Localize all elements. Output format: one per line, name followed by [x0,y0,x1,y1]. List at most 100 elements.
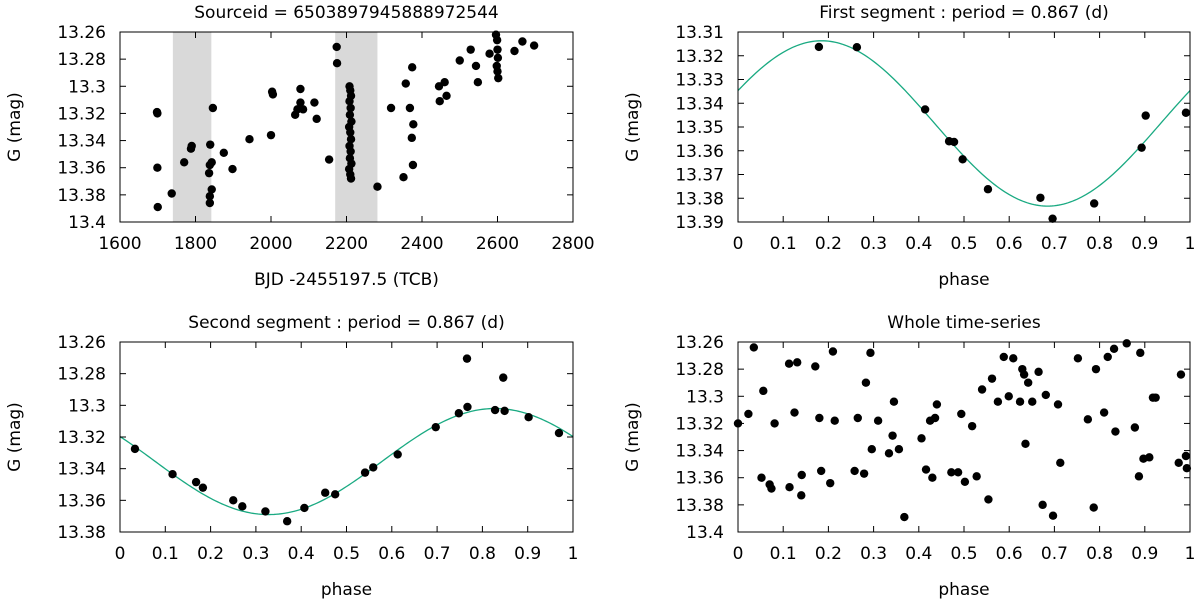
panel4-data-point-31 [894,445,904,454]
panel4-data-point-10 [785,483,794,492]
panel4-data-point-77 [1145,453,1154,462]
panel2-x-tick-label-6: 0.5 [950,234,977,254]
panel2-x-tick-label-7: 0.6 [996,234,1023,254]
panel1-data-point-36 [345,97,354,106]
panel1-y-tick-label-4: 13.32 [57,104,106,124]
panel3-data-point-1 [130,444,140,454]
panel1-data-point-6 [179,158,189,167]
panel2-frame [737,31,1191,223]
panel1-y-tick-label-8: 13.4 [68,213,106,233]
panel1-data-point-49 [346,174,356,183]
panel2-x-tick-label-5: 0.4 [905,234,932,254]
panel4-data-point-68 [1099,408,1109,417]
panel1-data-point-17 [219,148,229,157]
panel4-data-point-55 [1021,439,1030,448]
panel3-data-point-11 [330,490,340,499]
panel1-y-tick-label-7: 13.38 [57,186,106,206]
panel1-data-point-65 [471,61,481,71]
panel1-data-point-58 [407,133,417,143]
panel1-data-point-62 [442,91,451,100]
panel2-x-axis-label: phase [938,270,989,290]
panel4-data-point-25 [866,348,875,358]
panel4-x-tick-label-11: 1 [1185,544,1196,564]
panel3-data-point-7 [261,507,270,516]
panel4-data-point-23 [859,469,869,478]
panel4-data-point-73 [1130,423,1140,432]
panel3-y-tick-label-1: 13.26 [57,333,106,353]
panel1-data-point-27 [298,105,308,114]
panel4-y-tick-label-7: 13.38 [675,496,724,516]
panel1-data-point-13 [207,185,216,194]
panel4-data-point-65 [1083,415,1093,424]
panel1-data-point-12 [207,158,216,167]
panel4-data-point-61 [1048,511,1058,520]
panel4-x-tick-label-1: 0 [733,544,744,564]
panel1-data-point-5 [167,189,176,198]
panel4-data-point-43 [967,421,977,431]
panel4-data-point-28 [884,449,894,458]
panel1-x-tick-label-7: 2800 [551,234,594,254]
panel1-data-point-69 [492,35,502,45]
panel4-y-axis-label: G (mag) [623,402,643,472]
panel1-data-point-9 [206,140,215,149]
panel4-data-point-80 [1174,458,1183,467]
panel1-data-point-66 [473,78,483,87]
panel2-y-tick-label-9: 13.39 [675,213,724,233]
panel4-y-tick-label-4: 13.32 [675,414,724,434]
panel2-group: 0 0.1 0.2 0.3 0.4 0.5 0.6 0.7 0.8 0.9 1 13.31 13.32 1… [623,3,1195,290]
panel4-data-point-56 [1023,378,1033,387]
panel2-y-tick-label-7: 13.37 [675,166,724,186]
panel2-x-tick-label-3: 0.2 [815,234,842,254]
panel4-data-point-62 [1053,400,1063,409]
panel4-data-point-16 [815,413,824,423]
panel4-data-point-72 [1122,339,1131,348]
panel2-x-tick-label-9: 0.8 [1086,234,1113,254]
panel4-data-point-9 [784,359,794,368]
panel4-x-tick-label-7: 0.6 [996,544,1023,564]
panel3-x-tick-label-2: 0.1 [152,544,179,564]
panel4-data-point-64 [1073,354,1083,363]
panel1-title: Sourceid = 6503897945888972544 [194,3,498,23]
panel1-data-point-16 [208,103,218,113]
panel1-data-point-44 [346,147,355,156]
panel1-data-point-15 [205,198,215,208]
panel4-data-point-51 [1009,354,1018,363]
panel1-group: 1600 1800 2000 2200 2400 2600 2800 13.26 13.28 13… [5,3,595,290]
panel1-data-point-30 [324,155,334,164]
panel1-data-point-73 [493,67,502,76]
panel4-data-point-59 [1038,500,1047,510]
panel3-data-point-18 [463,402,472,412]
panel3-title: Second segment : period = 0.867 (d) [188,313,504,333]
panel4-group: 0 0.1 0.2 0.3 0.4 0.5 0.6 0.7 0.8 0.9 1 13.26 13.28 1… [623,313,1195,600]
panel4-y-tick-label-2: 13.28 [675,360,724,380]
panel2-y-tick-label-4: 13.34 [675,94,724,114]
panel4-data-point-60 [1041,390,1051,400]
panel4-data-point-69 [1103,352,1112,362]
panel3-x-axis-label: phase [321,580,372,600]
panel4-data-point-36 [928,473,937,482]
panel2-fit-curve [738,40,1190,207]
panel3-data-point-14 [393,450,402,459]
panel1-data-point-22 [268,90,278,99]
panel4-data-point-42 [960,477,970,486]
panel4-data-point-27 [873,416,883,425]
panel1-y-tick-label-5: 13.34 [57,132,106,152]
panel1-data-point-51 [386,103,396,113]
panel1-y-tick-label-6: 13.36 [57,159,106,179]
panel4-frame [737,341,1191,533]
panel3-y-tick-label-4: 13.32 [57,428,106,448]
panel4-data-point-81 [1176,370,1186,379]
panel4-data-point-33 [917,434,926,443]
panel2-data-point-6 [958,155,967,164]
panel4-data-point-54 [1019,370,1029,379]
panel1-data-point-3 [153,163,162,172]
panel1-data-point-29 [312,114,321,124]
panel1-data-point-25 [296,84,305,94]
panel1-x-axis-label: BJD -2455197.5 (TCB) [254,270,439,290]
panel1-data-point-37 [346,103,355,113]
panel4-data-point-13 [797,491,806,500]
panel3-data-point-2 [168,470,177,479]
panel1-data-point-63 [455,56,464,65]
panel4-data-point-57 [1028,397,1037,406]
panel2-data-point-10 [1089,199,1099,208]
